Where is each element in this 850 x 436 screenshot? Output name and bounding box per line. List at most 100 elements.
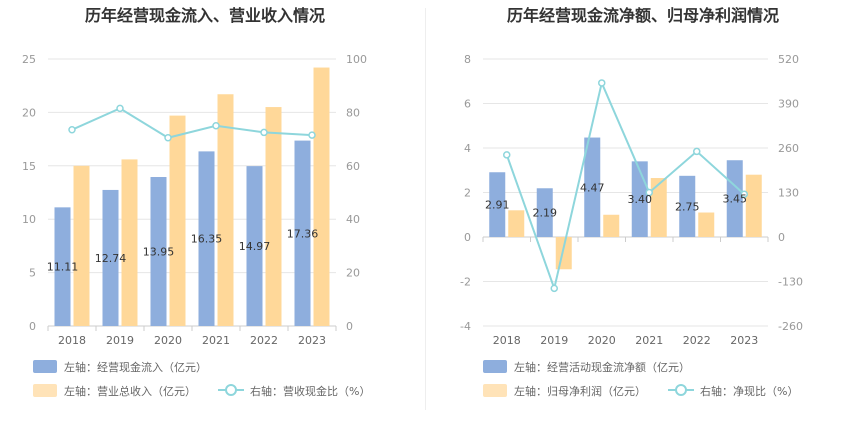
chart2-bar-a	[536, 188, 553, 237]
chart1-bar-b	[121, 159, 138, 326]
legend-item-cash-inflow[interactable]: 左轴：经营现金流入（亿元）	[33, 360, 207, 374]
chart2-bar-a	[726, 160, 743, 237]
chart1-right-tick-label: 20	[346, 267, 360, 280]
chart1-left-tick-label: 10	[22, 213, 36, 226]
chart2-right-tick-label: 260	[778, 142, 799, 155]
chart1-right-tick-label: 40	[346, 213, 360, 226]
chart1-data-label: 16.35	[191, 233, 223, 246]
chart2-ratio-point	[550, 284, 558, 293]
chart1-legend: 左轴：经营现金流入（亿元） 左轴：营业总收入（亿元） 右轴：营收现金比（%）	[33, 360, 370, 398]
chart2-ratio-point	[503, 151, 511, 159]
chart1-bar-b	[313, 67, 330, 326]
chart1-ratio-point	[260, 128, 268, 137]
chart2-right-tick-label: -260	[778, 320, 803, 333]
chart1-data-label: 13.95	[143, 246, 175, 259]
chart2-ratio-point	[693, 147, 701, 156]
chart1-bar-b	[73, 165, 90, 326]
chart2-data-label: 2.91	[485, 199, 510, 212]
chart1-plot: 0 5 10 15 20 25 0 20 40 60 80 100 2018 2019 2020 2021 20…	[22, 53, 367, 347]
legend-label-revenue: 左轴：营业总收入（亿元）	[64, 384, 196, 398]
legend-swatch-cash-inflow	[33, 360, 57, 373]
chart2-right-tick-label: 0	[778, 231, 785, 244]
chart1-ratio-point	[308, 131, 316, 139]
chart2-x-tick-label: 2020	[588, 334, 616, 347]
chart2-bar-b	[698, 212, 715, 237]
chart2-x-tick-label: 2021	[635, 334, 663, 347]
legend-label-cash-inflow: 左轴：经营现金流入（亿元）	[64, 360, 207, 374]
chart2-x-tick-label: 2023	[730, 334, 758, 347]
chart1-left-tick-label: 20	[22, 106, 36, 119]
chart2-left-tick-label: -2	[460, 276, 471, 289]
chart1-bar-a	[294, 140, 311, 326]
legend-label-revenue-cash-ratio: 右轴：营收现金比（%）	[250, 384, 370, 398]
legend-swatch-net-operating-cash	[483, 360, 507, 373]
chart1-right-tick-label: 100	[346, 53, 367, 66]
chart2-left-tick-label: 8	[464, 53, 471, 66]
chart1-x-tick-label: 2022	[250, 334, 278, 347]
chart1-ratio-line	[71, 107, 313, 139]
chart1-bar-b	[265, 107, 282, 326]
chart2-data-label: 2.19	[533, 207, 558, 220]
chart2-left-tick-label: 2	[464, 187, 471, 200]
chart1-data-label: 12.74	[95, 252, 127, 265]
chart2-plot: -4 -2 0 2 4 6 8 -260 -130 0 130 260 390 520 2018 2019 20…	[460, 53, 803, 347]
chart2-bar-a	[584, 137, 601, 237]
chart1-left-tick-label: 25	[22, 53, 36, 66]
legend-item-revenue-cash-ratio[interactable]: 右轴：营收现金比（%）	[218, 384, 370, 398]
legend-marker-net-cash-ratio	[675, 384, 687, 396]
legend-item-net-cash-ratio[interactable]: 右轴：净现比（%）	[668, 384, 798, 398]
chart1-ratio-point	[164, 134, 172, 142]
chart2-x-tick-label: 2019	[540, 334, 568, 347]
chart2-right-tick-label: 390	[778, 98, 799, 111]
chart1-x-tick-label: 2023	[298, 334, 326, 347]
chart1-x-tick-label: 2021	[202, 334, 230, 347]
chart1-right-tick-label: 0	[346, 320, 353, 333]
chart2-left-tick-label: -4	[460, 320, 471, 333]
chart1-right-tick-label: 80	[346, 106, 360, 119]
chart2-bar-a	[489, 172, 506, 237]
chart2-bar-a	[679, 175, 696, 237]
chart1-bar-a	[54, 207, 71, 326]
chart1-ratio-point	[212, 122, 220, 130]
legend-swatch-net-profit	[483, 384, 507, 397]
chart1-x-tick-label: 2019	[106, 334, 134, 347]
chart2-title: 历年经营现金流净额、归母净利润情况	[507, 6, 779, 25]
chart2-ratio-line	[505, 79, 745, 292]
legend-item-net-operating-cash[interactable]: 左轴：经营活动现金流净额（亿元）	[483, 360, 690, 374]
chart2-ratio-point	[645, 188, 653, 197]
chart1-ratio-point	[68, 126, 76, 134]
chart1-left-tick-label: 0	[29, 320, 36, 333]
chart1-left-tick-label: 15	[22, 160, 36, 173]
chart2-data-label: 2.75	[675, 200, 700, 213]
chart2-left-tick-label: 0	[464, 231, 471, 244]
chart2-data-label: 3.45	[723, 193, 748, 206]
chart1-left-tick-label: 5	[29, 267, 36, 280]
chart2-data-label: 3.40	[628, 193, 653, 206]
chart2-left-tick-label: 6	[464, 98, 471, 111]
chart2-right-tick-label: 130	[778, 187, 799, 200]
chart2-x-tick-label: 2018	[493, 334, 521, 347]
chart2-x-tick-label: 2022	[683, 334, 711, 347]
chart2-bar-b	[745, 174, 762, 237]
chart2-bar-b	[508, 210, 525, 237]
chart2-legend: 左轴：经营活动现金流净额（亿元） 左轴：归母净利润（亿元） 右轴：净现比（%）	[483, 360, 798, 398]
chart1-bar-b	[217, 94, 234, 326]
chart2-ratio-point	[740, 190, 748, 198]
chart2-data-label: 4.47	[580, 181, 605, 194]
chart2-ratio-point	[598, 79, 606, 87]
chart1-bar-a	[102, 189, 119, 326]
chart2-bar-b	[555, 237, 572, 270]
chart1-data-label: 17.36	[287, 227, 319, 240]
legend-label-net-cash-ratio: 右轴：净现比（%）	[700, 384, 798, 398]
chart2-left-tick-label: 4	[464, 142, 471, 155]
legend-item-net-profit[interactable]: 左轴：归母净利润（亿元）	[483, 384, 646, 398]
legend-item-revenue[interactable]: 左轴：营业总收入（亿元）	[33, 384, 196, 398]
chart1-title: 历年经营现金流入、营业收入情况	[85, 6, 325, 25]
legend-swatch-revenue	[33, 384, 57, 397]
chart2-bar-b	[650, 178, 667, 237]
chart2-right-tick-label: 520	[778, 53, 799, 66]
chart1-x-tick-label: 2018	[58, 334, 86, 347]
chart2-right-tick-label: -130	[778, 276, 803, 289]
